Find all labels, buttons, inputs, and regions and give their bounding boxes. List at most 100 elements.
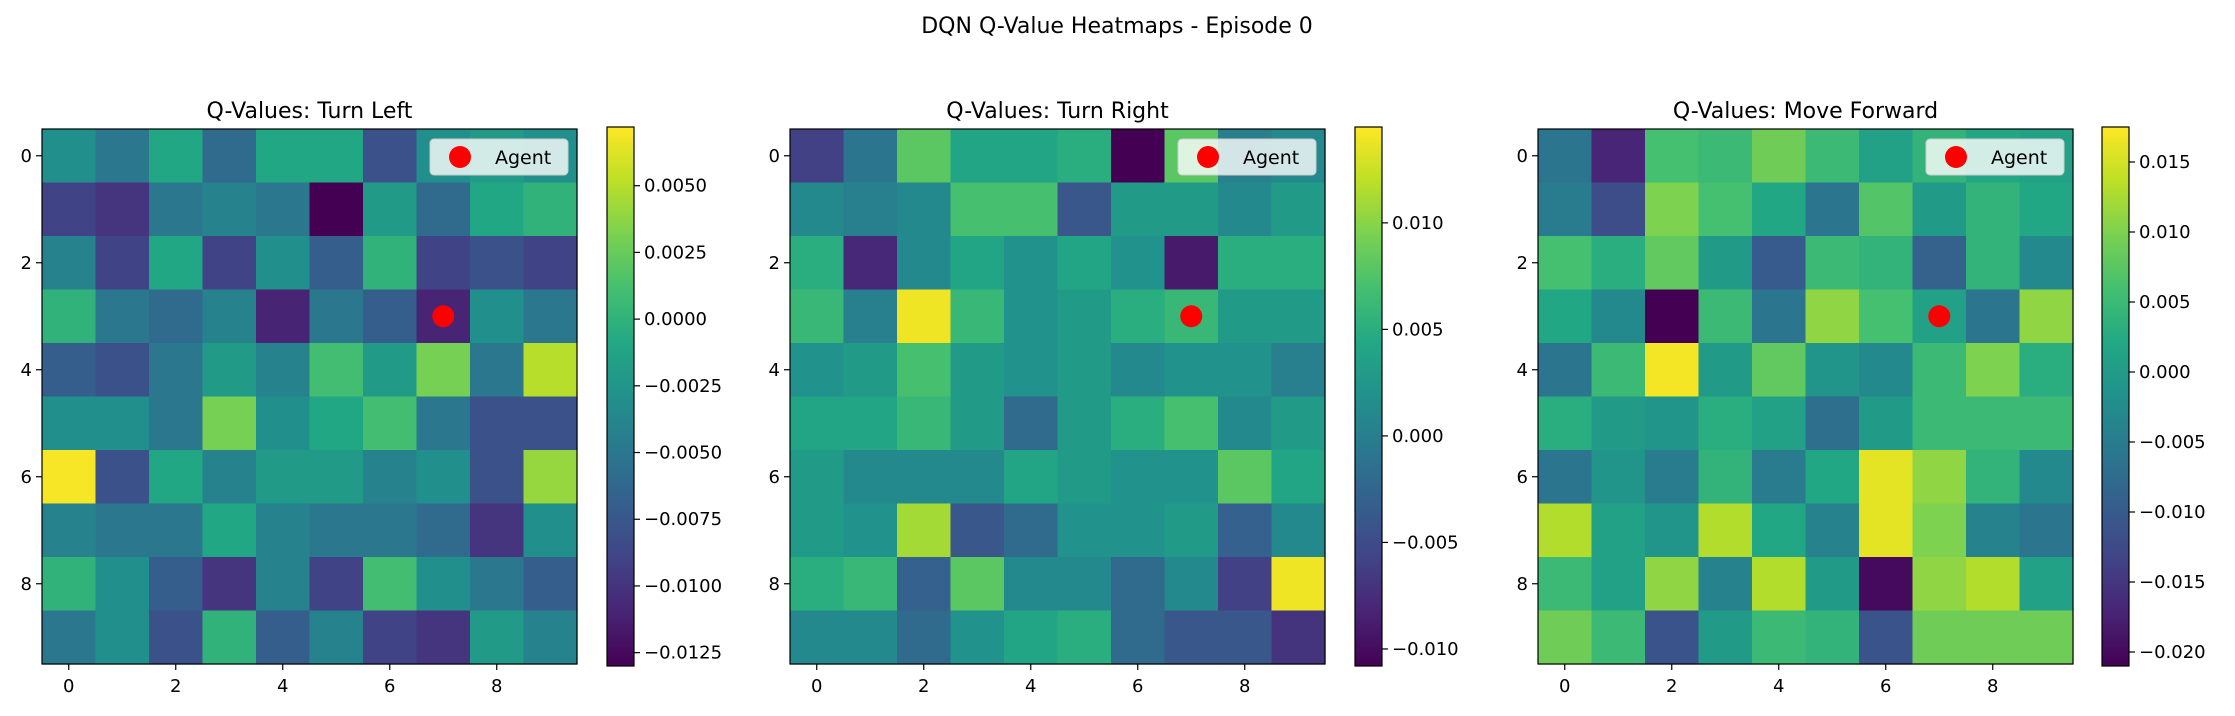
heatmap-cell [363, 289, 418, 344]
heatmap-cell [1698, 236, 1753, 291]
heatmap-cell [416, 236, 471, 291]
heatmap-cell [1912, 610, 1967, 665]
x-tick-label: 0 [811, 676, 822, 697]
y-tick-label: 2 [1517, 253, 1528, 274]
heatmap-cell [523, 289, 578, 344]
heatmap-cell [2019, 236, 2074, 291]
heatmap-cell [256, 450, 311, 505]
heatmap-cell [309, 450, 364, 505]
heatmap-cell [1164, 450, 1219, 505]
plot-frame [41, 128, 578, 665]
heatmap-cell [309, 289, 364, 344]
heatmap-cell [1752, 610, 1807, 665]
heatmap-cell [1111, 396, 1166, 451]
heatmap-cell [42, 289, 97, 344]
y-tick-label: 0 [1517, 146, 1528, 167]
heatmap-cell [2019, 289, 2074, 344]
heatmap-cell [1752, 396, 1807, 451]
heatmap-cell [1966, 289, 2021, 344]
colorbar-tick-label: 0.015 [2139, 152, 2191, 173]
heatmap-cell [1752, 289, 1807, 344]
heatmap-cell [1057, 129, 1112, 184]
heatmap-cell [1057, 343, 1112, 398]
heatmap-cell [950, 182, 1005, 237]
heatmap-cell [42, 236, 97, 291]
heatmap-cell [202, 503, 257, 558]
y-tick-label: 0 [21, 146, 32, 167]
heatmap-cell [1271, 343, 1326, 398]
heatmap-cell [309, 610, 364, 665]
heatmap-cell [950, 289, 1005, 344]
heatmap-cell [1859, 610, 1914, 665]
heatmap-cell [1164, 503, 1219, 558]
heatmap-cell [1111, 129, 1166, 184]
colorbar-tick-label: −0.010 [1392, 639, 1459, 660]
colorbar [1354, 126, 1383, 667]
plot-frame [789, 128, 1326, 665]
x-tick-label: 8 [491, 676, 502, 697]
heatmap-cell [1591, 343, 1646, 398]
heatmap-cell [202, 236, 257, 291]
x-tick-label: 6 [384, 676, 395, 697]
heatmap-cell [95, 396, 150, 451]
heatmap-cell [1271, 610, 1326, 665]
colorbar-tick-label: 0.010 [1392, 213, 1444, 234]
heatmap-cell [95, 182, 150, 237]
heatmap-cell [1752, 503, 1807, 558]
heatmap-cell [1752, 129, 1807, 184]
heatmap-cell [950, 557, 1005, 612]
panel-title: Q-Values: Turn Left [207, 99, 413, 124]
x-tick-label: 0 [1559, 676, 1570, 697]
heatmap-cell [1752, 182, 1807, 237]
heatmap-cell [790, 557, 845, 612]
heatmap-cell [256, 396, 311, 451]
heatmap-cell [1538, 236, 1593, 291]
heatmap-cell [1966, 396, 2021, 451]
x-tick-label: 0 [63, 676, 74, 697]
heatmap-cell [1859, 289, 1914, 344]
heatmap-cell [1271, 557, 1326, 612]
heatmap-cell [202, 450, 257, 505]
heatmap-cell [416, 503, 471, 558]
heatmap-cell [42, 450, 97, 505]
colorbar-tick-label: 0.000 [2139, 362, 2191, 383]
heatmap-cell [1698, 450, 1753, 505]
heatmap-cell [1271, 236, 1326, 291]
y-tick-label: 8 [21, 574, 32, 595]
legend-label: Agent [495, 147, 551, 169]
heatmap-cell [1004, 182, 1059, 237]
heatmap-cell [149, 503, 204, 558]
heatmap-cell [202, 396, 257, 451]
y-tick-label: 8 [1517, 574, 1528, 595]
heatmap-cell [1645, 450, 1700, 505]
heatmap-cell [1859, 450, 1914, 505]
heatmap-cell [42, 129, 97, 184]
legend-agent-marker [449, 146, 471, 168]
y-tick-label: 0 [769, 146, 780, 167]
heatmap-cell [2019, 503, 2074, 558]
x-tick-label: 6 [1880, 676, 1891, 697]
heatmap-cell [897, 289, 952, 344]
heatmap-cell [523, 182, 578, 237]
heatmap-cell [95, 610, 150, 665]
heatmap-cell [1752, 557, 1807, 612]
heatmap-cell [95, 557, 150, 612]
heatmap-cell [363, 236, 418, 291]
heatmap-panel-2: Q-Values: Turn Right 0 2 4 6 8 0 2 4 6 8 Agent −0.01… [769, 99, 1459, 697]
heatmap-cell [1538, 503, 1593, 558]
heatmap-cell [1645, 396, 1700, 451]
y-tick-label: 6 [21, 467, 32, 488]
heatmap-cell [42, 610, 97, 665]
heatmap-cell [1912, 236, 1967, 291]
heatmap-cell [95, 450, 150, 505]
heatmap-cell [1057, 289, 1112, 344]
heatmap-cell [1218, 182, 1273, 237]
heatmap-cell [1111, 557, 1166, 612]
heatmap-cell [1645, 610, 1700, 665]
heatmap-cell [416, 557, 471, 612]
colorbar-tick-label: 0.0050 [644, 176, 707, 197]
y-tick-label: 4 [21, 360, 32, 381]
heatmap-cell [416, 182, 471, 237]
heatmap-cell [1698, 610, 1753, 665]
